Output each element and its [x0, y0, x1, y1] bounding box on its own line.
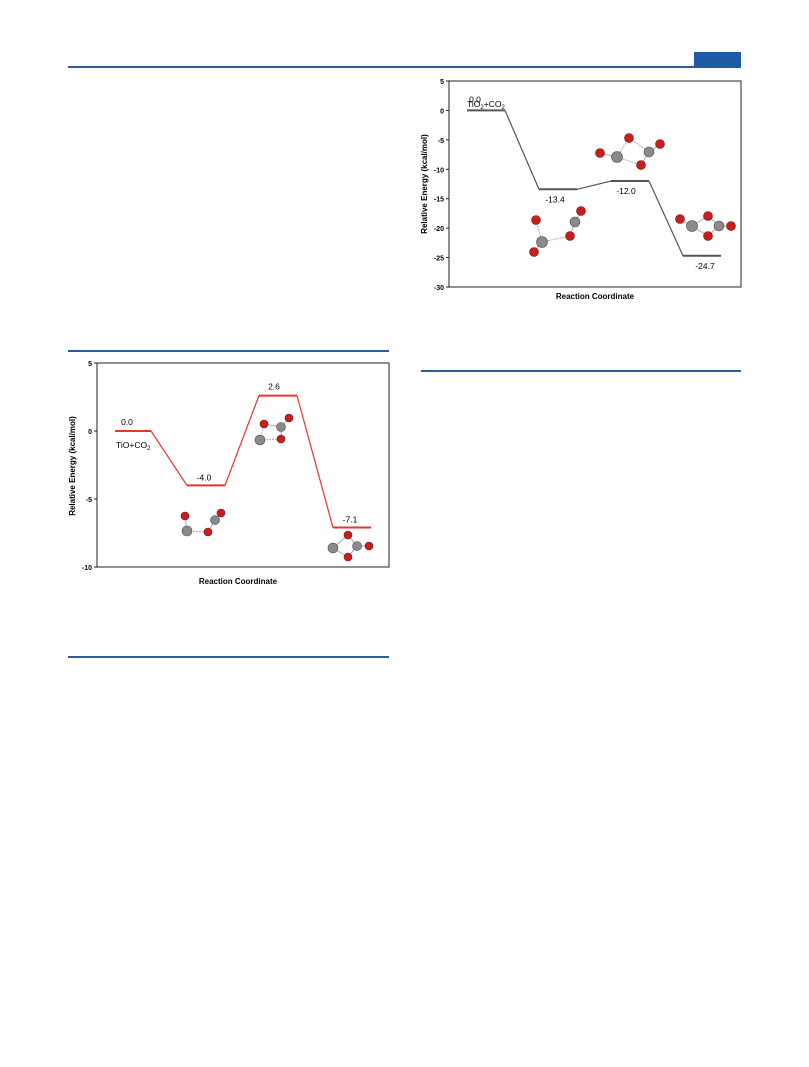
- titanium-atom: [686, 220, 698, 232]
- carbon-atom: [276, 422, 286, 432]
- molecule-structure-product: [327, 530, 374, 562]
- oxygen-atom: [655, 139, 665, 149]
- chart1-ylabel: Relative Energy (kcal/mol): [420, 134, 429, 234]
- molecule-structure-transition-state: [595, 133, 665, 170]
- oxygen-atom: [595, 148, 605, 158]
- energy-value-label: 2.6: [268, 382, 280, 392]
- energy-value-label: -4.0: [197, 472, 212, 482]
- y-tick-label: -5: [86, 497, 92, 504]
- y-tick-label: -15: [434, 197, 444, 204]
- chart2-xlabel: Reaction Coordinate: [199, 577, 278, 586]
- oxygen-atom: [529, 247, 539, 257]
- energy-connector: [150, 430, 188, 486]
- chart2-ylabel: Relative Energy (kcal/mol): [68, 416, 77, 516]
- titanium-atom: [254, 434, 266, 446]
- right-column-rule: [421, 370, 741, 372]
- header-page-tab: [694, 52, 741, 67]
- molecule-structure-intermediate: [180, 508, 226, 537]
- molecule-structure-intermediate-1: [529, 206, 586, 257]
- energy-value-label: -7.1: [343, 515, 358, 525]
- oxygen-atom: [364, 541, 374, 551]
- carbon-atom: [210, 515, 220, 525]
- chart2-species-label: TiO+CO2: [116, 440, 151, 452]
- oxygen-atom: [259, 419, 269, 429]
- oxygen-atom: [276, 434, 286, 444]
- y-tick-label: -10: [434, 167, 444, 174]
- y-tick-label: -30: [434, 285, 444, 292]
- carbon-atom: [569, 216, 581, 228]
- chart2-svg: 5 0 -5 -10 0.0 -4.0 2.6 -7.1 Reaction Coordina…: [68, 361, 390, 586]
- chart2-plot-frame: [96, 362, 390, 568]
- chart-tio-co2: 5 0 -5 -10 0.0 -4.0 2.6 -7.1 Reaction Coordina…: [63, 358, 393, 593]
- energy-connector: [648, 180, 684, 257]
- chart1-xlabel: Reaction Coordinate: [556, 292, 635, 301]
- oxygen-atom: [703, 211, 713, 221]
- energy-value-label: 0.0: [121, 417, 133, 427]
- molecule-structure-transition-state: [254, 413, 294, 446]
- oxygen-atom: [703, 231, 713, 241]
- titanium-atom: [181, 525, 193, 537]
- y-tick-label: -20: [434, 226, 444, 233]
- oxygen-atom: [216, 508, 226, 518]
- y-tick-label: 0: [440, 108, 444, 115]
- oxygen-atom: [675, 214, 685, 224]
- chart-tio2-co2: 5 0 -5 -10 -15 -20 -25 -30 0.0 -13.4 -12.0 -24.7 R…: [415, 76, 745, 308]
- oxygen-atom: [565, 231, 575, 241]
- carbon-atom: [352, 541, 362, 551]
- y-tick-label: 5: [88, 361, 92, 368]
- figure2-top-rule: [68, 350, 389, 352]
- carbon-atom: [643, 146, 655, 158]
- energy-value-label: -13.4: [545, 194, 565, 204]
- energy-value-label: -24.7: [695, 261, 715, 271]
- y-tick-label: -25: [434, 256, 444, 263]
- carbon-atom: [713, 220, 725, 232]
- oxygen-atom: [343, 552, 353, 562]
- figure2-bottom-rule: [68, 656, 389, 658]
- titanium-atom: [327, 542, 339, 554]
- titanium-atom: [611, 151, 623, 163]
- energy-connector: [504, 110, 540, 190]
- chart1-plot-frame: [448, 80, 742, 288]
- y-tick-label: -5: [438, 138, 444, 145]
- oxygen-atom: [726, 221, 736, 231]
- y-tick-label: 0: [88, 429, 92, 436]
- energy-connector: [576, 180, 612, 190]
- oxygen-atom: [180, 511, 190, 521]
- oxygen-atom: [624, 133, 634, 143]
- energy-connector: [224, 395, 260, 486]
- titanium-atom: [536, 236, 548, 248]
- molecule-structure-product: [675, 211, 736, 241]
- oxygen-atom: [576, 206, 586, 216]
- energy-value-label: -12.0: [616, 186, 636, 196]
- header-rule: [68, 66, 741, 68]
- chart1-species-label: TiO2+CO2: [467, 99, 505, 111]
- oxygen-atom: [636, 160, 646, 170]
- energy-value-label: 0.0: [469, 94, 481, 104]
- chart1-svg: 5 0 -5 -10 -15 -20 -25 -30 0.0 -13.4 -12.0 -24.7 R…: [420, 79, 742, 301]
- y-tick-label: -10: [82, 565, 92, 572]
- energy-connector: [296, 395, 334, 528]
- oxygen-atom: [284, 413, 294, 423]
- y-tick-label: 5: [440, 79, 444, 86]
- oxygen-atom: [343, 530, 353, 540]
- oxygen-atom: [203, 527, 213, 537]
- oxygen-atom: [531, 215, 541, 225]
